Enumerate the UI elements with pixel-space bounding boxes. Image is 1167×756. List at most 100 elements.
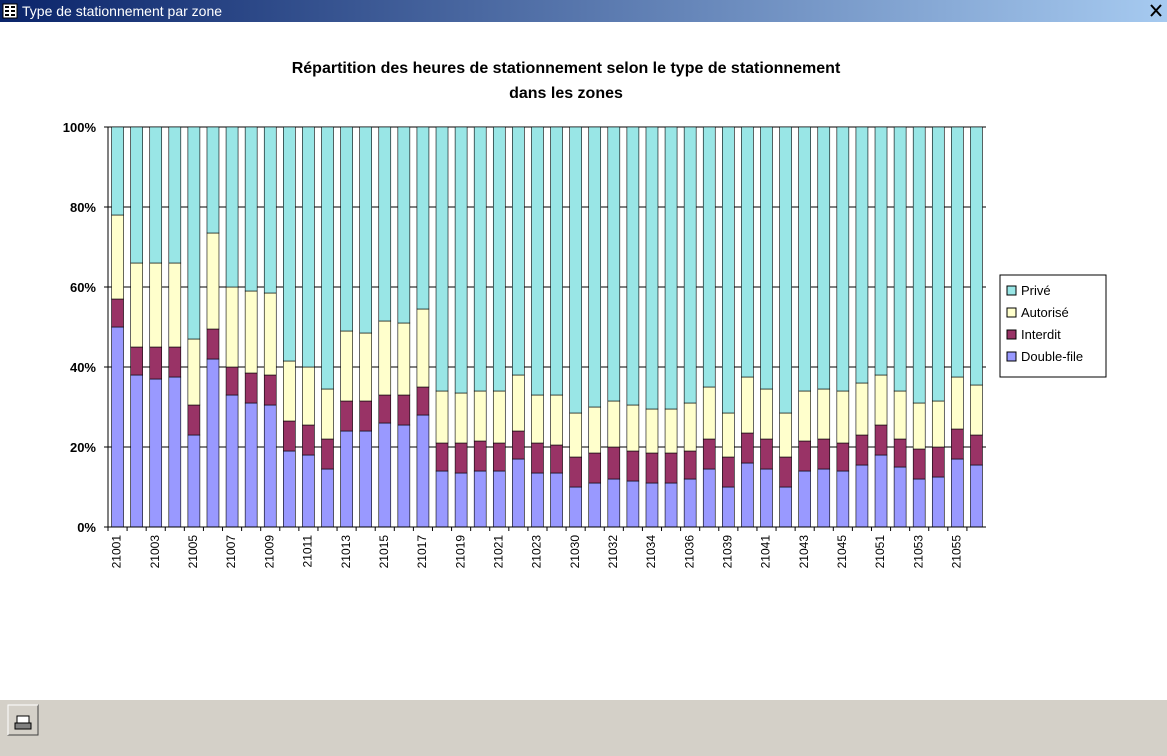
bar-segment: [531, 394, 544, 444]
bar-segment: [874, 374, 888, 426]
bar-segment: [321, 126, 334, 390]
bar-segment: [798, 126, 811, 392]
bar-segment: [760, 468, 773, 528]
bar-segment: [817, 126, 831, 390]
bar-segment: [283, 420, 296, 452]
bar-segment: [836, 390, 850, 444]
bar-segment: [741, 462, 754, 528]
bar-segment: [340, 330, 353, 402]
bar-segment: [168, 262, 182, 348]
bar-segment: [683, 402, 697, 452]
x-tick-label: 21003: [148, 535, 162, 569]
bar-segment: [664, 408, 678, 454]
bar-segment: [836, 126, 850, 392]
bar-segment: [741, 376, 754, 434]
bar-segment: [931, 446, 945, 478]
bar-segment: [683, 478, 697, 528]
bar-segment: [130, 346, 143, 376]
bar-segment: [512, 374, 525, 432]
bar-segment: [473, 470, 487, 528]
bar-segment: [931, 476, 945, 528]
bar-segment: [683, 126, 697, 404]
bar-segment: [244, 402, 258, 528]
bar-segment: [626, 450, 640, 482]
y-tick-label: 40%: [70, 360, 96, 375]
bar-segment: [722, 126, 735, 414]
bar-segment: [874, 424, 888, 456]
bar-segment: [722, 456, 735, 488]
bar-segment: [378, 394, 392, 424]
bar-segment: [168, 346, 182, 378]
x-tick-label: 21013: [339, 535, 353, 569]
print-button[interactable]: [7, 704, 39, 736]
chart-title: dans les zones: [509, 85, 623, 102]
bar-segment: [817, 468, 831, 528]
bar-segment: [321, 438, 334, 470]
bar-segment: [187, 404, 201, 436]
bar-segment: [206, 126, 220, 234]
bar-segment: [626, 480, 640, 528]
x-tick-label: 21017: [415, 535, 429, 569]
bar-segment: [435, 442, 449, 472]
legend-label: Autorisé: [1021, 305, 1069, 320]
x-tick-label: 21007: [224, 535, 238, 569]
bar-segment: [397, 424, 411, 528]
bar-segment: [855, 434, 869, 466]
bar-segment: [302, 424, 315, 456]
bar-segment: [340, 400, 353, 432]
bar-segment: [760, 438, 773, 470]
x-tick-label: 21055: [950, 535, 964, 569]
y-tick-label: 60%: [70, 280, 96, 295]
bar-segment: [912, 126, 926, 404]
bar-segment: [531, 472, 544, 528]
x-tick-label: 21045: [835, 535, 849, 569]
bar-segment: [702, 126, 716, 388]
bar-segment: [187, 126, 201, 340]
toolbar: [0, 700, 1167, 756]
bar-segment: [836, 442, 850, 472]
legend: [999, 274, 1107, 378]
bar-segment: [626, 404, 640, 452]
bar-segment: [283, 126, 296, 362]
bar-segment: [111, 326, 124, 528]
bar-segment: [874, 126, 888, 376]
bar-segment: [855, 382, 869, 436]
bar-segment: [588, 406, 602, 454]
x-tick-label: 21019: [453, 535, 467, 569]
bar-segment: [321, 388, 334, 440]
bar-segment: [302, 126, 315, 368]
x-tick-label: 21036: [682, 535, 696, 569]
bar-segment: [588, 452, 602, 484]
bar-segment: [683, 450, 697, 480]
legend-swatch: [1006, 307, 1017, 318]
bar-segment: [473, 440, 487, 472]
x-tick-label: 21005: [186, 535, 200, 569]
bar-segment: [588, 482, 602, 528]
bar-segment: [970, 384, 983, 436]
bar-segment: [970, 464, 983, 528]
bar-segment: [206, 232, 220, 330]
bar-segment: [760, 388, 773, 440]
close-button[interactable]: [1150, 4, 1162, 17]
bar-segment: [149, 346, 163, 380]
x-tick-label: 21015: [377, 535, 391, 569]
bar-segment: [912, 478, 926, 528]
legend-label: Double-file: [1021, 349, 1083, 364]
bar-segment: [149, 262, 163, 348]
legend-swatch: [1006, 329, 1017, 340]
legend-swatch: [1006, 285, 1017, 296]
bar-segment: [378, 126, 392, 322]
bar-segment: [225, 286, 239, 368]
bar-segment: [607, 478, 621, 528]
bar-segment: [817, 388, 831, 440]
bar-segment: [550, 472, 563, 528]
bar-segment: [283, 450, 296, 528]
bar-segment: [741, 432, 754, 464]
chart-title: Répartition des heures de stationnement …: [292, 60, 841, 77]
bar-segment: [645, 126, 659, 410]
bar-segment: [378, 320, 392, 396]
bar-segment: [607, 446, 621, 480]
bar-segment: [149, 378, 163, 528]
bar-segment: [397, 126, 411, 324]
bar-segment: [168, 376, 182, 528]
